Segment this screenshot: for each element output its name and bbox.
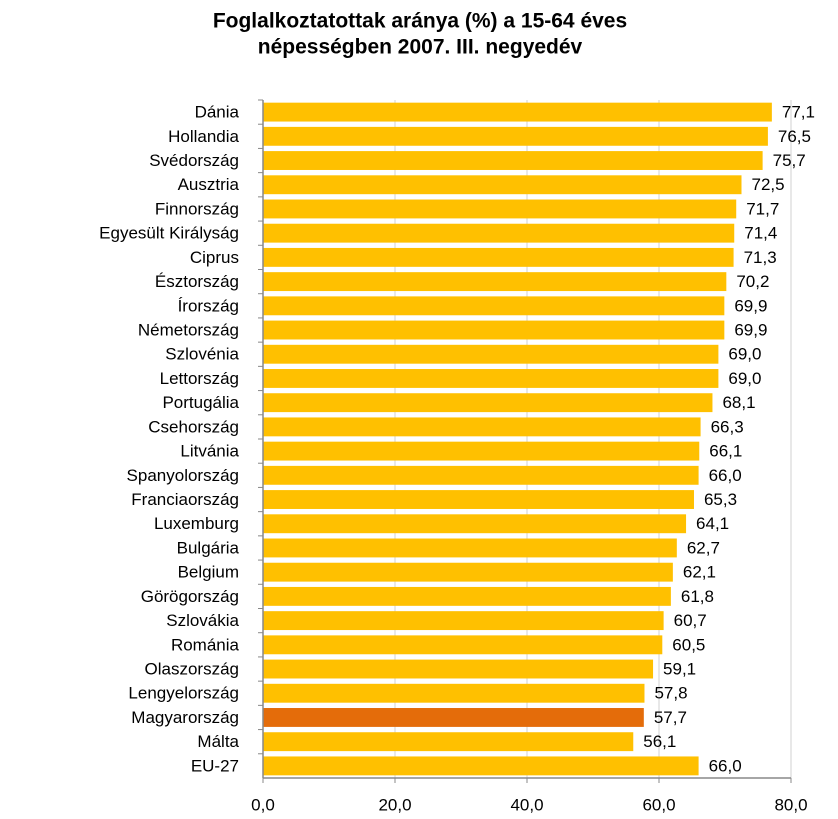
- bar: [263, 635, 663, 655]
- bar: [263, 369, 719, 388]
- bar: [263, 562, 673, 582]
- value-label: 66,0: [709, 466, 742, 485]
- value-label: 59,1: [663, 660, 696, 679]
- y-tick-label: Ausztria: [178, 175, 240, 194]
- value-label: 69,9: [734, 296, 767, 315]
- y-tick-label: Németország: [138, 321, 239, 340]
- y-tick-label: Litvánia: [180, 442, 239, 461]
- x-tick-label: 0,0: [251, 795, 275, 814]
- y-tick-label: Lettország: [160, 369, 239, 388]
- y-tick-label: Magyarország: [131, 708, 239, 727]
- bar: [263, 708, 644, 727]
- y-tick-label: Portugália: [162, 393, 239, 412]
- value-label: 69,0: [728, 369, 761, 388]
- value-label: 60,5: [672, 635, 705, 654]
- y-tick-label: Lengyelország: [128, 684, 239, 703]
- value-label: 69,0: [728, 345, 761, 364]
- value-label: 66,1: [709, 442, 742, 461]
- bar: [263, 465, 699, 485]
- bar: [263, 611, 664, 631]
- y-tick-label: Franciaország: [131, 490, 239, 509]
- bar: [263, 586, 671, 606]
- y-tick-label: Észtország: [155, 272, 239, 291]
- y-tick-label: Szlovákia: [166, 611, 239, 630]
- bar: [263, 223, 735, 243]
- bar: [263, 417, 701, 437]
- x-tick-label: 80,0: [774, 795, 807, 814]
- bar: [263, 683, 645, 703]
- bar: [263, 272, 727, 292]
- bar: [263, 126, 768, 146]
- y-tick-label: EU-27: [191, 756, 239, 775]
- value-label: 66,0: [709, 756, 742, 775]
- value-label: 62,7: [687, 538, 720, 557]
- bar: [263, 732, 634, 752]
- y-tick-label: Svédország: [149, 151, 239, 170]
- value-label: 77,1: [782, 103, 815, 122]
- y-tick-label: Finnország: [155, 199, 239, 218]
- value-label: 75,7: [773, 151, 806, 170]
- y-tick-label: Görögország: [141, 587, 239, 606]
- y-tick-label: Egyesült Királyság: [99, 224, 239, 243]
- bar: [263, 514, 687, 534]
- value-label: 71,3: [744, 248, 777, 267]
- value-label: 76,5: [778, 127, 811, 146]
- y-tick-label: Spanyolország: [127, 466, 239, 485]
- value-label: 57,8: [654, 684, 687, 703]
- bar: [263, 199, 737, 219]
- y-tick-label: Belgium: [178, 563, 239, 582]
- bar: [263, 393, 713, 413]
- x-tick-label: 20,0: [378, 795, 411, 814]
- bar: [263, 102, 772, 122]
- y-tick-label: Luxemburg: [154, 514, 239, 533]
- bar: [263, 175, 742, 195]
- x-tick-label: 40,0: [510, 795, 543, 814]
- bar: [263, 344, 719, 364]
- bar: [263, 151, 763, 170]
- bar: [263, 756, 699, 776]
- bar: [263, 296, 725, 316]
- value-label: 62,1: [683, 563, 716, 582]
- chart-title: népességben 2007. III. negyedév: [258, 36, 583, 59]
- value-label: 61,8: [681, 587, 714, 606]
- value-label: 70,2: [736, 272, 769, 291]
- value-label: 71,4: [744, 224, 777, 243]
- value-label: 64,1: [696, 514, 729, 533]
- value-label: 57,7: [654, 708, 687, 727]
- y-tick-label: Málta: [197, 732, 239, 751]
- value-label: 66,3: [711, 417, 744, 436]
- bar: [263, 659, 654, 679]
- y-tick-label: Románia: [171, 635, 240, 654]
- y-tick-label: Szlovénia: [165, 345, 239, 364]
- y-tick-label: Csehország: [148, 417, 239, 436]
- bar: [263, 490, 694, 509]
- y-tick-label: Ciprus: [190, 248, 239, 267]
- bar: [263, 320, 725, 340]
- x-tick-label: 60,0: [642, 795, 675, 814]
- value-label: 65,3: [704, 490, 737, 509]
- y-tick-label: Írország: [178, 296, 239, 315]
- value-label: 72,5: [752, 175, 785, 194]
- value-label: 56,1: [643, 732, 676, 751]
- y-tick-label: Hollandia: [168, 127, 239, 146]
- y-tick-label: Bulgária: [177, 538, 240, 557]
- bar: [263, 247, 734, 267]
- chart-title: Foglalkoztatottak aránya (%) a 15-64 éve…: [213, 10, 627, 33]
- value-label: 68,1: [722, 393, 755, 412]
- value-label: 71,7: [746, 199, 779, 218]
- bar: [263, 441, 700, 461]
- bar: [263, 538, 677, 558]
- value-label: 69,9: [734, 321, 767, 340]
- y-tick-label: Dánia: [195, 103, 240, 122]
- value-label: 60,7: [674, 611, 707, 630]
- y-tick-label: Olaszország: [145, 660, 239, 679]
